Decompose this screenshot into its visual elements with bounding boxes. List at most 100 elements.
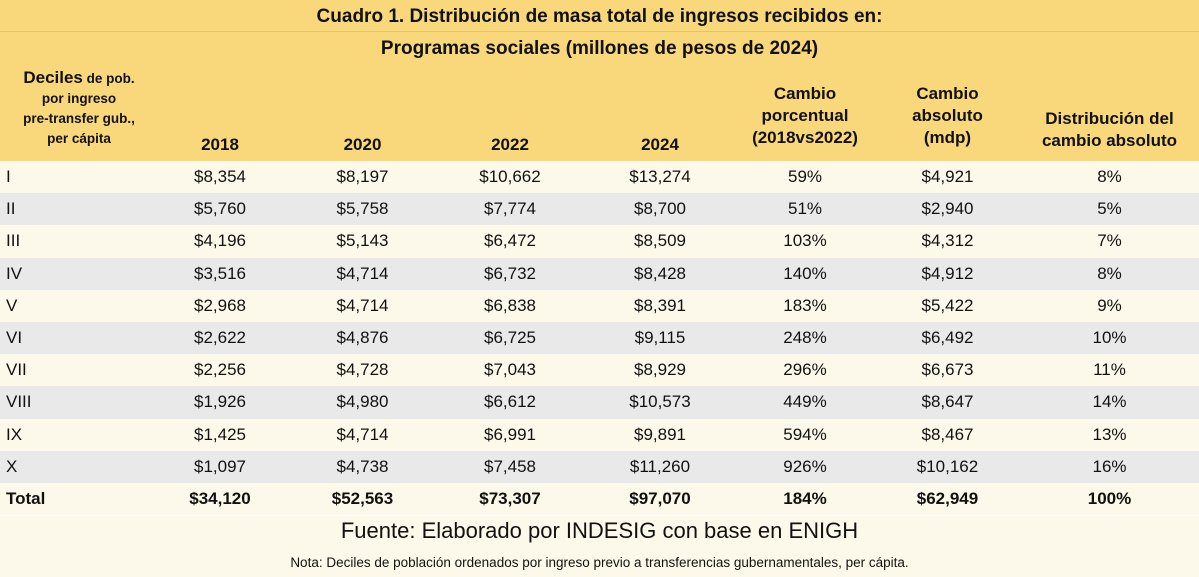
cell-val-2022: $6,838 <box>435 289 585 322</box>
cell-distribucion: 10% <box>1020 321 1199 355</box>
cell-val-2022: $6,725 <box>435 321 585 355</box>
cell-val-2020: $5,143 <box>290 225 435 258</box>
header-cambio-absoluto-l2: absoluto <box>912 106 983 125</box>
cell-val-2020: $4,876 <box>290 321 435 355</box>
cell-decil: I <box>0 161 150 194</box>
cell-distribucion: 5% <box>1020 193 1199 226</box>
header-deciles-sub: de pob. <box>82 71 135 86</box>
header-deciles: Deciles de pob. por ingreso pre-transfer… <box>4 68 154 149</box>
table-row: I $8,354 $8,197 $10,662 $13,274 59% $4,921 8% <box>0 161 1199 194</box>
cell-decil: X <box>0 450 150 483</box>
cell-val-2022: $7,774 <box>435 193 585 226</box>
cell-val-2018: $1,926 <box>150 386 290 419</box>
cell-cambio-porcentual: 51% <box>735 193 875 226</box>
cell-val-2018: $2,622 <box>150 321 290 355</box>
cell-val-2024: $8,428 <box>585 257 735 290</box>
table-row: III $4,196 $5,143 $6,472 $8,509 103% $4,312 7% <box>0 225 1199 258</box>
cell-val-2024: $8,391 <box>585 289 735 322</box>
cell-val-2024: $10,573 <box>585 386 735 419</box>
header-2024: 2024 <box>641 135 679 154</box>
cell-cambio-absoluto: $4,921 <box>875 161 1020 194</box>
cell-val-2018: $3,516 <box>150 257 290 290</box>
total-val-2020: $52,563 <box>290 482 435 516</box>
cell-cambio-porcentual: 926% <box>735 450 875 483</box>
header-cambio-porcentual-l2: porcentual <box>761 106 849 125</box>
header-deciles-line3: pre-transfer gub., <box>23 111 135 126</box>
cell-val-2018: $1,425 <box>150 418 290 451</box>
cell-decil: II <box>0 193 150 226</box>
cell-val-2022: $6,991 <box>435 418 585 451</box>
cell-distribucion: 13% <box>1020 418 1199 451</box>
cell-cambio-porcentual: 594% <box>735 418 875 451</box>
header-distribucion: Distribución del cambio absoluto <box>1020 108 1199 152</box>
cell-val-2018: $1,097 <box>150 450 290 483</box>
total-distribucion: 100% <box>1020 482 1199 516</box>
table-row: V $2,968 $4,714 $6,838 $8,391 183% $5,422 9% <box>0 289 1199 322</box>
total-cambio-absoluto: $62,949 <box>875 482 1020 516</box>
cell-decil: VII <box>0 354 150 387</box>
total-decil: Total <box>0 482 150 516</box>
cell-val-2022: $6,612 <box>435 386 585 419</box>
cell-distribucion: 14% <box>1020 386 1199 419</box>
cell-val-2020: $4,714 <box>290 418 435 451</box>
cell-decil: IX <box>0 418 150 451</box>
table-subtitle: Programas sociales (millones de pesos de… <box>380 38 819 59</box>
cell-val-2020: $4,714 <box>290 257 435 290</box>
cell-cambio-absoluto: $4,312 <box>875 225 1020 258</box>
cell-cambio-absoluto: $8,467 <box>875 418 1020 451</box>
header-cambio-porcentual: Cambio porcentual (2018vs2022) <box>735 83 875 149</box>
total-val-2018: $34,120 <box>150 482 290 516</box>
cell-distribucion: 16% <box>1020 450 1199 483</box>
cell-val-2024: $11,260 <box>585 450 735 483</box>
cell-cambio-absoluto: $10,162 <box>875 450 1020 483</box>
header-2018: 2018 <box>201 135 239 154</box>
cell-val-2024: $8,509 <box>585 225 735 258</box>
title-divider <box>0 31 1199 32</box>
header-band <box>0 0 1199 161</box>
cell-cambio-absoluto: $6,673 <box>875 354 1020 387</box>
cell-val-2018: $8,354 <box>150 161 290 194</box>
cell-distribucion: 8% <box>1020 161 1199 194</box>
cell-val-2022: $7,458 <box>435 450 585 483</box>
cell-distribucion: 8% <box>1020 257 1199 290</box>
cell-distribucion: 7% <box>1020 225 1199 258</box>
cell-val-2020: $4,728 <box>290 354 435 387</box>
total-cambio-porcentual: 184% <box>735 482 875 516</box>
header-deciles-line4: per cápita <box>47 131 111 146</box>
cell-val-2022: $10,662 <box>435 161 585 194</box>
table-row: IX $1,425 $4,714 $6,991 $9,891 594% $8,467 13% <box>0 418 1199 451</box>
total-val-2022: $73,307 <box>435 482 585 516</box>
cell-cambio-absoluto: $4,912 <box>875 257 1020 290</box>
table-row: VII $2,256 $4,728 $7,043 $8,929 296% $6,673 11% <box>0 354 1199 387</box>
cell-val-2024: $9,891 <box>585 418 735 451</box>
cell-decil: VI <box>0 321 150 355</box>
header-cambio-porcentual-l1: Cambio <box>773 84 837 103</box>
cell-decil: IV <box>0 257 150 290</box>
cell-cambio-porcentual: 296% <box>735 354 875 387</box>
header-deciles-line2: por ingreso <box>41 91 117 106</box>
cell-cambio-porcentual: 140% <box>735 257 875 290</box>
header-2020: 2020 <box>343 135 382 154</box>
cell-val-2020: $4,714 <box>290 289 435 322</box>
table-row: X $1,097 $4,738 $7,458 $11,260 926% $10,162 16% <box>0 450 1199 483</box>
cell-val-2020: $4,738 <box>290 450 435 483</box>
table-row: VI $2,622 $4,876 $6,725 $9,115 248% $6,492 10% <box>0 321 1199 355</box>
header-distribucion-l1: Distribución del <box>1045 109 1174 128</box>
header-distribucion-l2: cambio absoluto <box>1041 131 1178 150</box>
header-cambio-absoluto: Cambio absoluto (mdp) <box>875 83 1020 149</box>
cell-val-2018: $2,968 <box>150 289 290 322</box>
cell-val-2018: $2,256 <box>150 354 290 387</box>
footnote: Nota: Deciles de población ordenados por… <box>0 552 1199 577</box>
cell-val-2024: $13,274 <box>585 161 735 194</box>
header-cambio-absoluto-l1: Cambio <box>916 84 979 103</box>
cell-cambio-absoluto: $8,647 <box>875 386 1020 419</box>
header-2022: 2022 <box>491 135 529 154</box>
cell-cambio-absoluto: $5,422 <box>875 289 1020 322</box>
cell-cambio-absoluto: $2,940 <box>875 193 1020 226</box>
header-deciles-main: Deciles <box>23 68 83 87</box>
cell-val-2022: $6,472 <box>435 225 585 258</box>
cell-val-2020: $4,980 <box>290 386 435 419</box>
cell-cambio-porcentual: 59% <box>735 161 875 194</box>
total-row: Total $34,120 $52,563 $73,307 $97,070 184% $62… <box>0 482 1199 516</box>
